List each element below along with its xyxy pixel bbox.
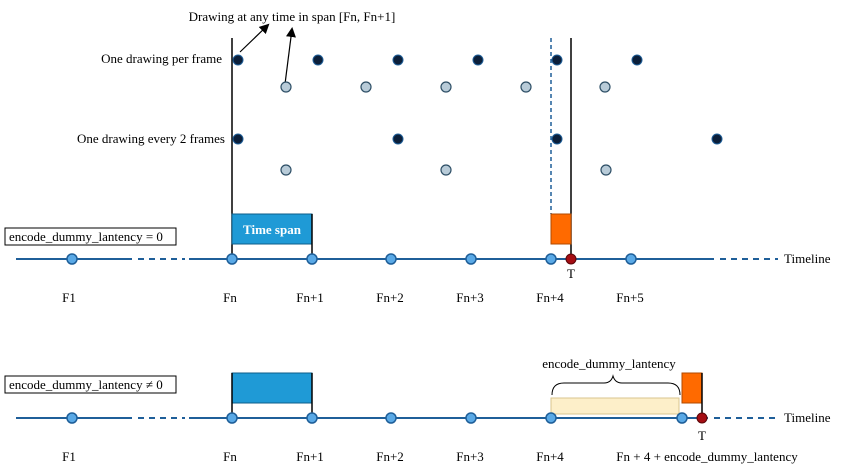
annotation-arrow-left: [239, 23, 270, 53]
every-two-frames-dots: [232, 133, 723, 176]
condition-box-zero: [4, 227, 177, 246]
t-marker-bottom: [696, 412, 708, 424]
time-span-box-bottom: [231, 372, 313, 404]
drawing-dot: [551, 54, 563, 66]
time-span-box: [231, 213, 313, 245]
drawing-dot: [360, 81, 372, 93]
condition-label-nonzero: encode_dummy_lantency ≠ 0: [9, 377, 163, 392]
frame-label: Fn+1: [296, 290, 324, 305]
t-label-top: T: [567, 266, 575, 281]
t-marker-top: [565, 253, 577, 265]
drawing-dot: [551, 133, 563, 145]
time-span-label: Time span: [243, 222, 302, 237]
latency-span-box: [550, 397, 680, 415]
top-frame-nodes: [66, 253, 637, 265]
drawing-dot: [711, 133, 723, 145]
latency-brace: [551, 374, 681, 396]
drawing-dot: [232, 54, 244, 66]
drawing-dot: [280, 164, 292, 176]
frame-label: Fn+4: [536, 449, 564, 464]
frame-node: [66, 253, 78, 265]
drawing-dot: [440, 81, 452, 93]
frame-label: Fn+4: [536, 290, 564, 305]
timeline-label-top: Timeline: [784, 251, 831, 266]
frame-node: [545, 253, 557, 265]
drawing-dot: [600, 164, 612, 176]
row-label-one-per-frame: One drawing per frame: [101, 51, 222, 66]
t-label-bottom: T: [698, 428, 706, 443]
drawing-dot: [280, 81, 292, 93]
top-annotation-text: Drawing at any time in span [Fn, Fn+1]: [189, 9, 396, 24]
frame-node: [306, 412, 318, 424]
frame-node: [226, 253, 238, 265]
frame-node: [676, 412, 688, 424]
drawing-dot: [312, 54, 324, 66]
frame-node: [306, 253, 318, 265]
encode-block-top: [550, 213, 572, 245]
frame-label: Fn+1: [296, 449, 324, 464]
annotation-arrow-right: [284, 27, 296, 85]
frame-label: Fn + 4 + encode_dummy_lantency: [616, 449, 798, 464]
drawing-dot: [392, 54, 404, 66]
latency-label: encode_dummy_lantency: [542, 356, 676, 371]
frame-label: Fn+2: [376, 449, 404, 464]
timeline-label-bottom: Timeline: [784, 410, 831, 425]
drawing-dot: [631, 54, 643, 66]
frame-label: Fn+3: [456, 290, 484, 305]
frame-label: Fn+5: [616, 290, 644, 305]
drawing-dot: [440, 164, 452, 176]
top-frame-labels: F1 Fn Fn+1 Fn+2 Fn+3 Fn+4 Fn+5: [62, 290, 644, 305]
one-per-frame-dots: [232, 54, 643, 93]
frame-label: Fn: [223, 449, 237, 464]
bottom-frame-nodes: [66, 412, 688, 424]
frame-node: [465, 253, 477, 265]
encode-block-bottom: [681, 372, 703, 404]
bottom-frame-labels: F1 Fn Fn+1 Fn+2 Fn+3 Fn+4 Fn + 4 + encod…: [62, 449, 798, 464]
condition-box-nonzero: [4, 375, 177, 394]
frame-label: Fn: [223, 290, 237, 305]
condition-label-zero: encode_dummy_lantency = 0: [9, 229, 163, 244]
frame-node: [385, 253, 397, 265]
frame-label: Fn+3: [456, 449, 484, 464]
frame-label: Fn+2: [376, 290, 404, 305]
drawing-dot: [232, 133, 244, 145]
frame-node: [465, 412, 477, 424]
frame-node: [385, 412, 397, 424]
frame-node: [625, 253, 637, 265]
drawing-dot: [599, 81, 611, 93]
frame-label: F1: [62, 449, 76, 464]
drawing-dot: [520, 81, 532, 93]
frame-node: [226, 412, 238, 424]
drawing-dot: [472, 54, 484, 66]
row-label-every-two-frames: One drawing every 2 frames: [77, 131, 225, 146]
frame-node: [545, 412, 557, 424]
frame-node: [66, 412, 78, 424]
drawing-dot: [392, 133, 404, 145]
frame-label: F1: [62, 290, 76, 305]
